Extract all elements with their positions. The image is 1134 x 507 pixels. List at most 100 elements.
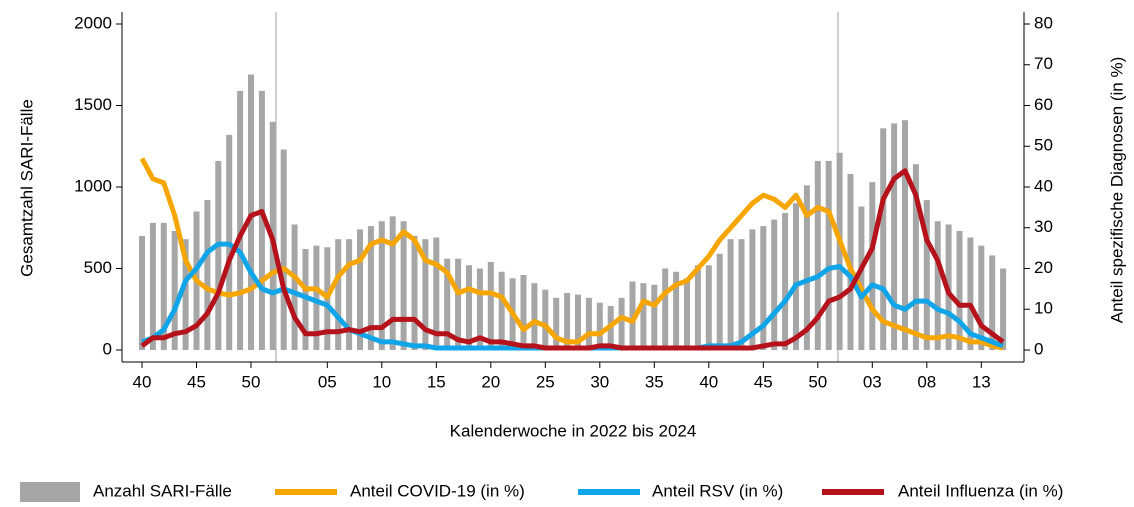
bar: [967, 237, 974, 350]
bar: [215, 160, 222, 350]
bar: [705, 265, 712, 350]
bar: [858, 206, 865, 350]
line: [140, 168, 1005, 351]
x-axis-title: Kalenderwoche in 2022 bis 2024: [450, 421, 697, 440]
bar: [934, 221, 941, 350]
y-axis-title: Gesamtzahl SARI-Fälle: [17, 99, 36, 277]
bar: [487, 261, 494, 350]
bar: [923, 200, 930, 350]
bar: [520, 275, 527, 350]
bar: [367, 226, 374, 350]
bar: [880, 128, 887, 350]
bar: [531, 283, 538, 350]
bar: [204, 200, 211, 350]
bar: [258, 90, 265, 350]
y-tick-label: 500: [84, 258, 112, 277]
x-tick-label: 25: [536, 372, 555, 391]
bar: [891, 123, 898, 351]
bar: [182, 239, 189, 350]
bar: [378, 221, 385, 350]
legend-label: Anteil RSV (in %): [652, 481, 783, 500]
bar: [629, 281, 636, 350]
x-tick-label: 45: [754, 372, 773, 391]
y2-tick-label: 80: [1034, 13, 1053, 32]
legend-label: Anteil COVID-19 (in %): [350, 481, 525, 500]
bar: [346, 239, 353, 350]
y2-tick-label: 30: [1034, 217, 1053, 236]
bar: [160, 222, 167, 350]
y2-tick-label: 70: [1034, 54, 1053, 73]
bar: [793, 203, 799, 350]
bar: [171, 231, 178, 350]
bar: [869, 182, 876, 350]
x-tick-label: 30: [590, 372, 609, 391]
bar: [585, 297, 592, 350]
bar: [738, 239, 745, 350]
line: [139, 157, 1004, 351]
y-tick-label: 2000: [74, 13, 112, 32]
x-tick-label: 05: [318, 372, 337, 391]
bar: [553, 297, 560, 350]
y2-tick-label: 20: [1034, 258, 1053, 277]
bar: [466, 265, 472, 350]
bar: [564, 292, 571, 350]
bar: [825, 160, 832, 350]
y2-tick-label: 10: [1034, 299, 1053, 318]
bar: [335, 239, 342, 350]
y-tick-label: 1000: [74, 176, 112, 195]
bar: [716, 253, 723, 350]
bar: [912, 164, 919, 350]
y2-tick-label: 60: [1034, 95, 1053, 114]
x-tick-label: 35: [645, 372, 664, 391]
x-tick-label: 03: [863, 372, 882, 391]
bar: [956, 231, 963, 350]
bar: [989, 255, 996, 350]
bar: [400, 221, 407, 350]
bar: [149, 222, 156, 350]
x-tick-label: 10: [372, 372, 391, 391]
bar: [389, 216, 396, 350]
y-tick-label: 0: [103, 339, 112, 358]
bar: [596, 302, 603, 350]
y2-tick-label: 40: [1034, 176, 1053, 195]
bar: [575, 294, 581, 350]
x-tick-label: 40: [133, 372, 152, 391]
bar: [803, 185, 810, 350]
y2-tick-label: 0: [1034, 339, 1043, 358]
bar: [498, 271, 505, 350]
bar: [433, 237, 440, 350]
bar: [771, 219, 778, 350]
bar: [651, 284, 658, 350]
x-tick-label: 50: [808, 372, 827, 391]
y-tick-label: 1500: [74, 95, 112, 114]
bar: [978, 245, 985, 350]
y2-axis-title: Anteil spezifische Diagnosen (in %): [1107, 57, 1126, 323]
bar: [760, 226, 767, 350]
bar: [1000, 268, 1007, 350]
x-tick-label: 45: [187, 372, 206, 391]
bar: [782, 213, 789, 350]
bar: [618, 297, 625, 350]
x-tick-label: 08: [917, 372, 936, 391]
bar: [444, 258, 451, 350]
bar: [542, 289, 549, 350]
bar: [694, 265, 701, 350]
bar: [476, 268, 483, 350]
legend-label: Anteil Influenza (in %): [898, 481, 1063, 500]
x-tick-label: 50: [242, 372, 261, 391]
x-tick-label: 15: [427, 372, 446, 391]
bar: [673, 271, 680, 350]
bar: [411, 235, 418, 350]
bar: [727, 239, 734, 350]
bar: [357, 229, 363, 350]
x-tick-label: 40: [699, 372, 718, 391]
legend-label: Anzahl SARI-Fälle: [93, 481, 232, 500]
bar: [836, 152, 843, 350]
bar: [248, 74, 254, 350]
bar: [237, 90, 244, 350]
bar: [662, 268, 669, 350]
bar: [814, 160, 821, 350]
bar: [684, 278, 690, 350]
bar: [749, 229, 756, 350]
